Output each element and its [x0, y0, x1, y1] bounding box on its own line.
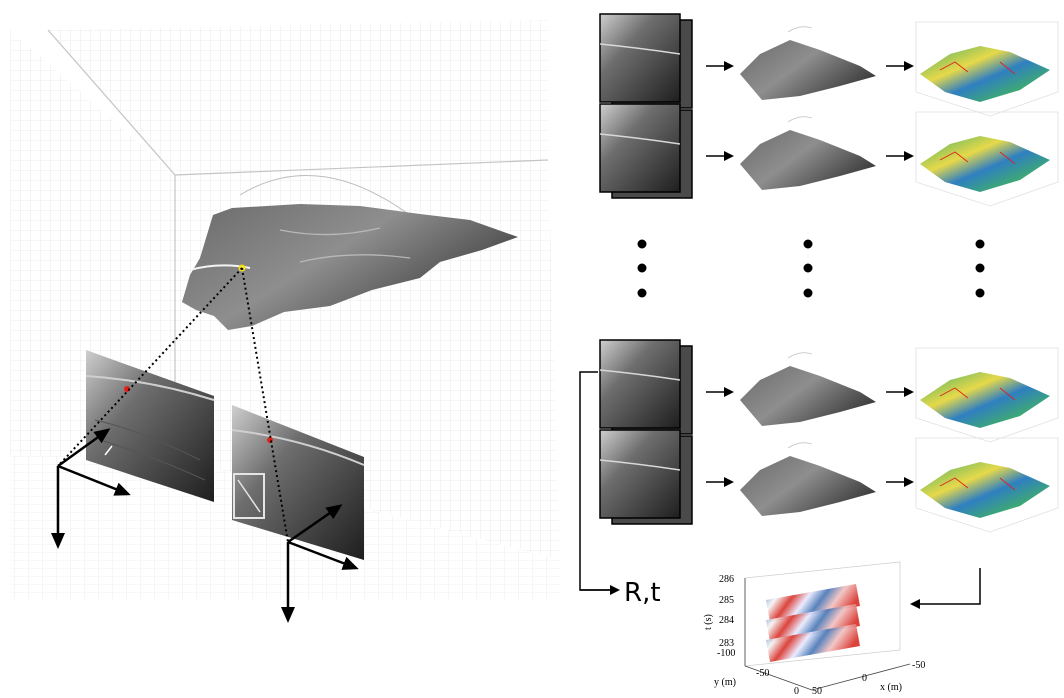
t-tick: 284: [719, 615, 734, 626]
room-ceiling: [48, 20, 548, 175]
room-edge: [174, 159, 549, 176]
camera-frame-left: [51, 428, 131, 549]
mesh-arc: [787, 442, 813, 449]
pipeline: [599, 13, 1059, 533]
room-left-wall: [10, 30, 175, 458]
gray-surface-mesh: [740, 366, 876, 426]
image-pair-front: [599, 339, 681, 429]
pipeline-row: [599, 13, 1059, 117]
ellipsis-dot: [803, 263, 813, 273]
surface-plot-box: [915, 437, 1059, 533]
horizon-highlight: [599, 459, 681, 471]
heat-slice: [766, 604, 860, 642]
t-tick: 283: [719, 638, 734, 649]
horizon-highlight: [599, 133, 681, 145]
mesh-arc: [787, 352, 813, 359]
colored-surface: [920, 136, 1050, 192]
ellipsis-dot: [803, 288, 813, 298]
x-tick: -50: [912, 660, 925, 671]
t-tick: 285: [719, 595, 734, 606]
surface-to-plot-arrow: [910, 568, 981, 609]
image-pair-front: [599, 13, 681, 103]
ellipsis-dot: [637, 288, 647, 298]
ellipsis-dot: [975, 263, 985, 273]
image-pair-front: [599, 429, 681, 519]
surface-plot-box: [915, 111, 1059, 207]
x-tick: 0: [862, 673, 867, 684]
projection-line-left: [57, 267, 243, 467]
y-tick: -50: [756, 668, 769, 679]
horizon-highlight: [599, 369, 681, 381]
heat-slice: [766, 584, 860, 622]
gray-surface-mesh: [740, 40, 876, 100]
x-axis-label: x (m): [880, 682, 902, 693]
pipeline-row: [599, 103, 1059, 207]
room-edge: [47, 29, 176, 176]
reconstructed-surface-mesh: [182, 204, 518, 330]
mesh-arc: [787, 26, 813, 33]
surface-red-marks: [939, 477, 1016, 491]
pipeline-row: [599, 429, 1059, 533]
ellipsis-dot: [637, 239, 647, 249]
rt-label: R,t: [624, 578, 661, 608]
colored-surface: [920, 46, 1050, 102]
ellipsis-dot: [975, 288, 985, 298]
pose-output-connector: R,t: [579, 371, 661, 608]
camera-frame-right: [281, 504, 359, 623]
y-axis-label: y (m): [714, 677, 736, 688]
surface-red-marks: [939, 61, 1016, 75]
gray-surface-mesh: [740, 456, 876, 516]
camera-image-right: [231, 405, 365, 560]
y-tick: -100: [717, 648, 735, 659]
horizon-highlight: [599, 43, 681, 55]
ellipsis-dot: [803, 239, 813, 249]
colored-surface: [920, 372, 1050, 428]
ellipsis-dot: [975, 239, 985, 249]
t-axis-label: t (s): [703, 614, 714, 630]
surface-red-marks: [939, 151, 1016, 165]
gray-surface-mesh: [740, 130, 876, 190]
spacetime-plot: 286 285 284 283 t (s) -100 -50 0 y (m) -…: [703, 561, 925, 697]
image-pair-front: [599, 103, 681, 193]
projection-line-right: [241, 267, 289, 543]
camera-image-left: [85, 350, 215, 502]
pipeline-row: [599, 339, 1059, 443]
x-tick: 50: [812, 686, 822, 697]
mesh-texture: [279, 227, 411, 263]
boat-structure: [233, 473, 265, 519]
t-tick: 286: [719, 574, 734, 585]
colored-surface: [920, 462, 1050, 518]
surface-red-marks: [939, 387, 1016, 401]
ellipsis-group: [637, 239, 985, 298]
y-tick: 0: [794, 686, 799, 697]
mesh-arc: [787, 116, 813, 123]
heat-slice: [766, 624, 860, 662]
ellipsis-dot: [637, 263, 647, 273]
